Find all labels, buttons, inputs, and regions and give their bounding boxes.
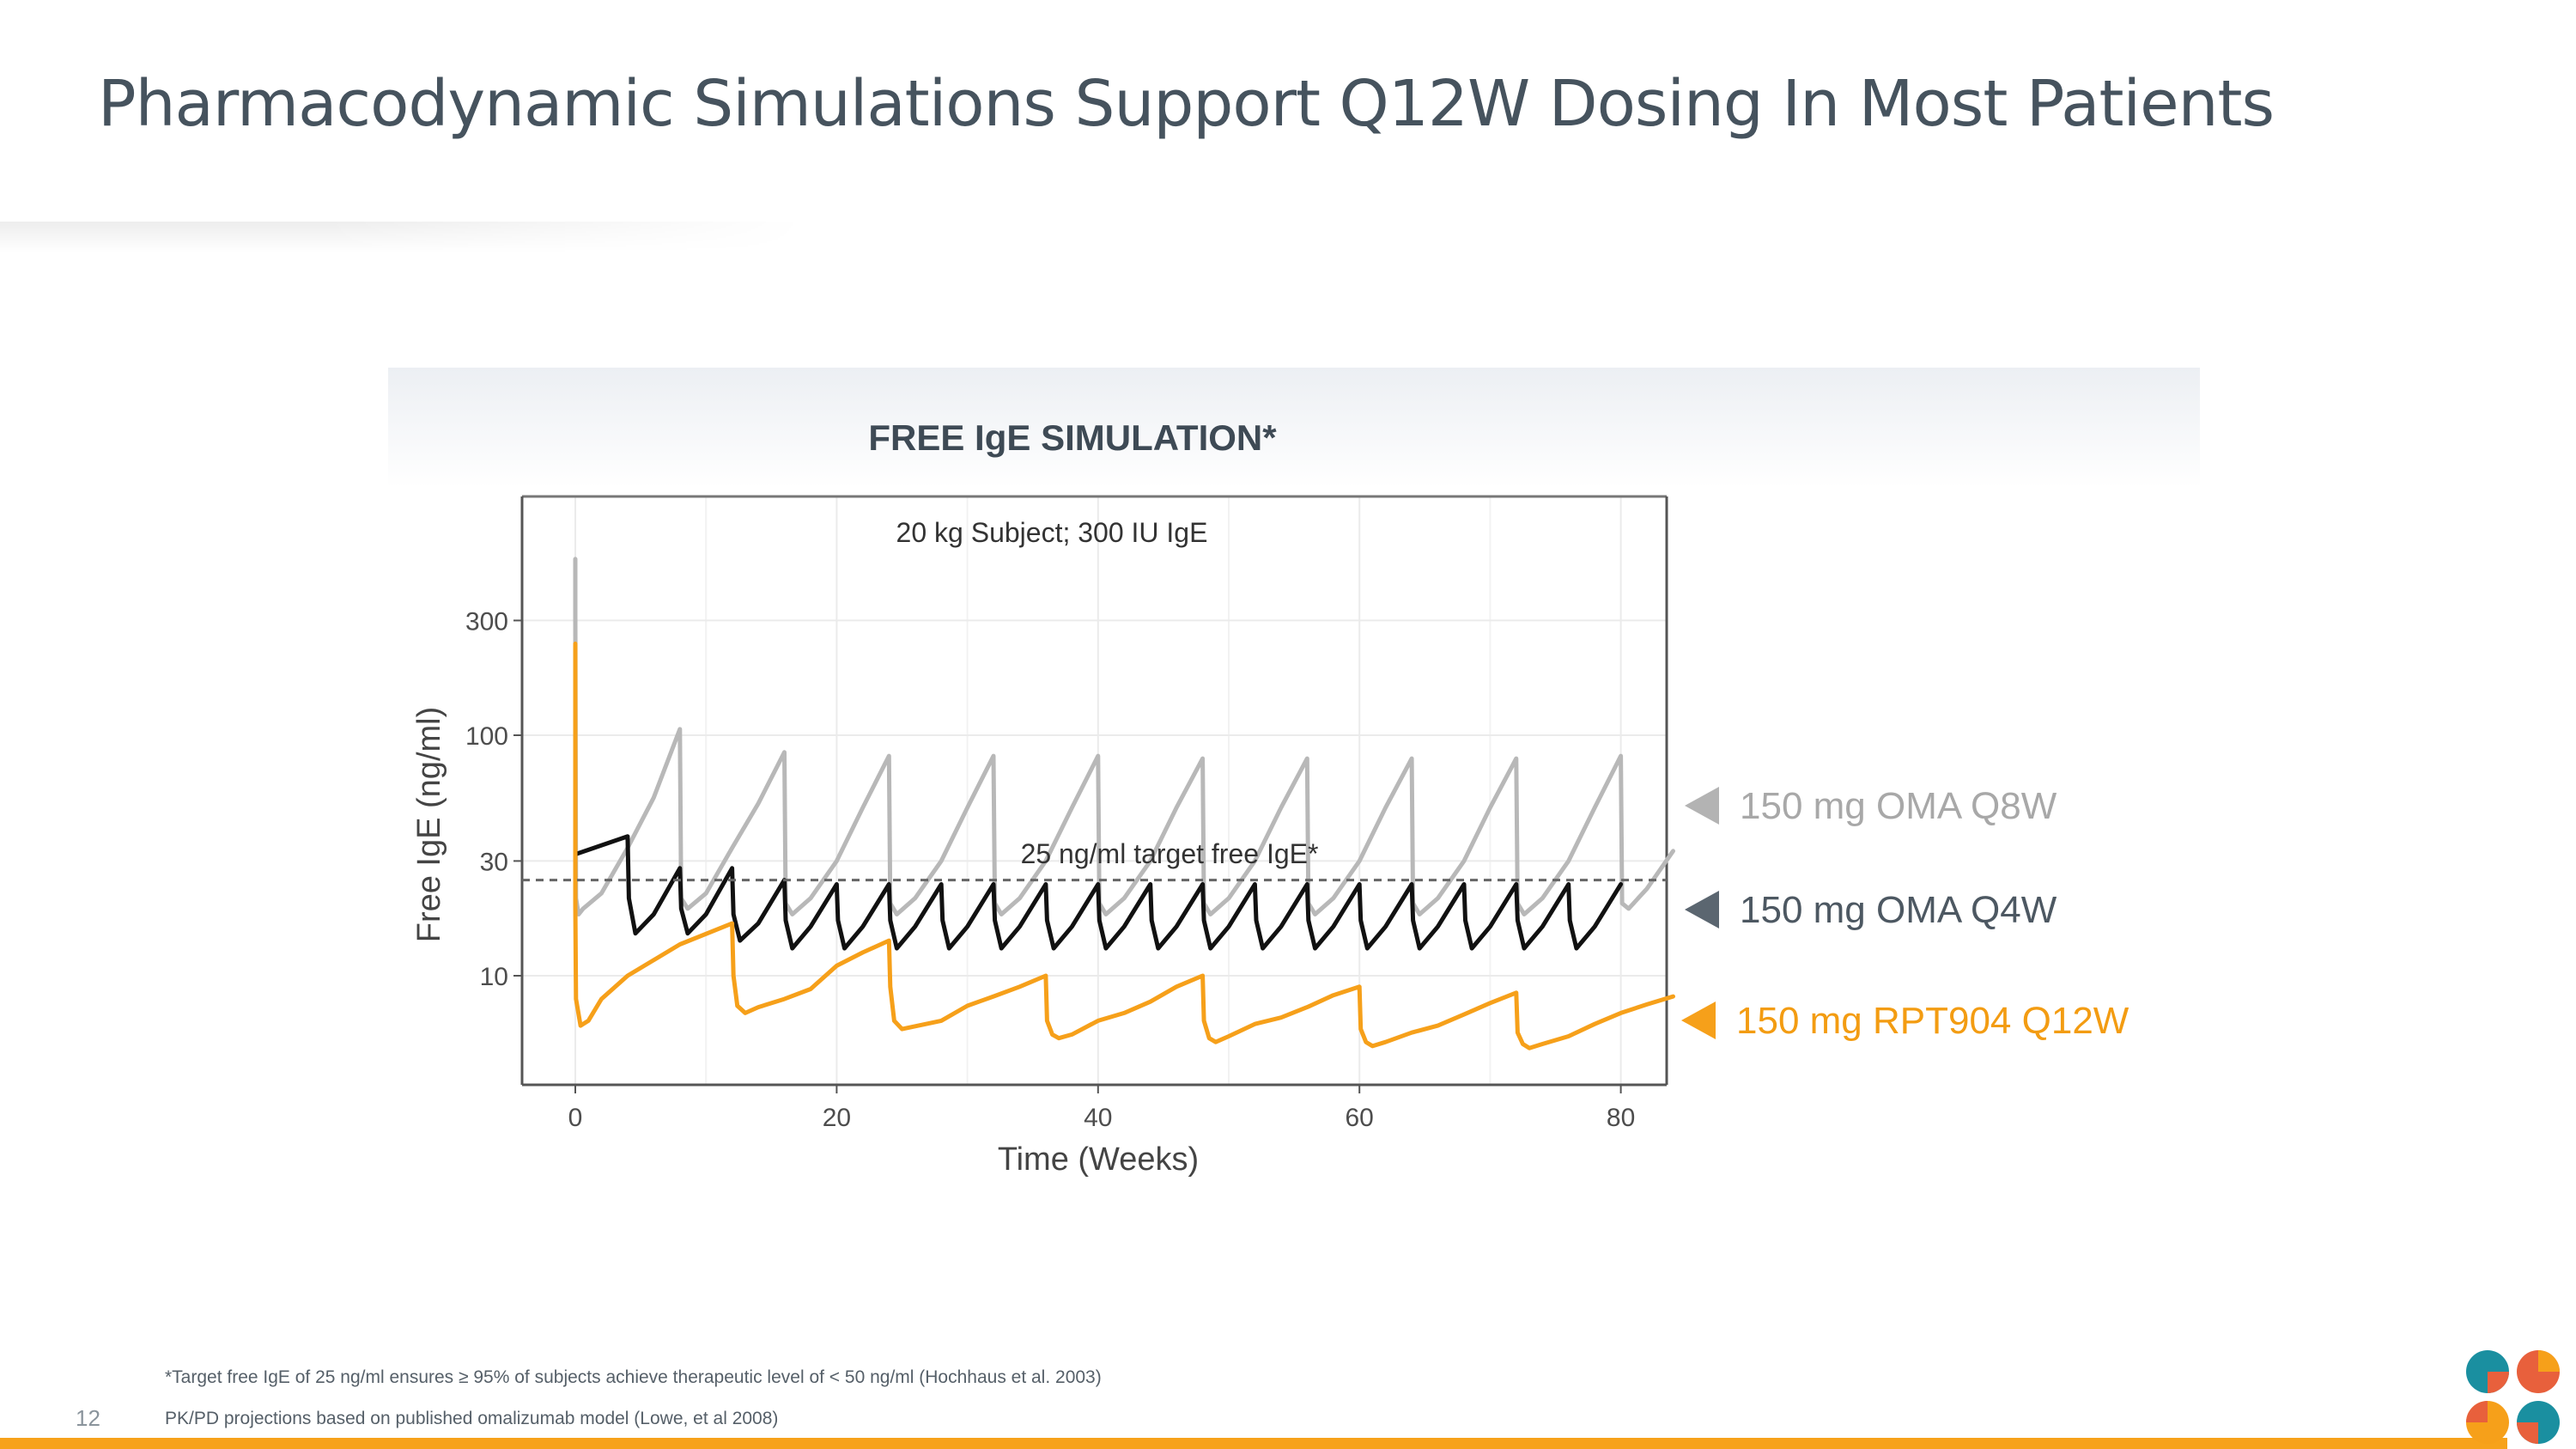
title-divider-shadow (0, 222, 807, 253)
legend-label-q4w: 150 mg OMA Q4W (1740, 889, 2057, 931)
legend-arrow-q4w (1685, 891, 1719, 928)
logo-dot-orange-top-accent (2538, 1350, 2560, 1372)
page-title: Pharmacodynamic Simulations Support Q12W… (98, 67, 2275, 141)
chart-header-band (388, 368, 2200, 488)
plot-background (522, 496, 1667, 1085)
y-tick-label: 10 (480, 963, 508, 991)
footnote-source: PK/PD projections based on published oma… (165, 1409, 779, 1428)
chart-subtitle: 20 kg Subject; 300 IU IgE (896, 517, 1208, 548)
x-tick-label: 60 (1346, 1104, 1374, 1132)
legend-item-q4w: 150 mg OMA Q4W (1685, 889, 2057, 931)
logo-dot-teal-bottom-accent (2517, 1422, 2538, 1444)
logo-dot-teal-top-accent (2488, 1372, 2509, 1393)
company-logo (2466, 1350, 2560, 1444)
x-tick-label: 80 (1607, 1104, 1635, 1132)
target-line-label: 25 ng/ml target free IgE* (1021, 838, 1319, 869)
page-number: 12 (76, 1405, 100, 1431)
x-tick-label: 20 (823, 1104, 851, 1132)
y-tick-label: 30 (480, 848, 508, 876)
x-axis-title: Time (Weeks) (998, 1142, 1199, 1178)
series-line-rpt904-q12w (573, 642, 1675, 1050)
legend-label-rpt904: 150 mg RPT904 Q12W (1736, 1000, 2129, 1042)
x-tick-label: 40 (1084, 1104, 1112, 1132)
legend-arrow-rpt904 (1681, 1002, 1716, 1039)
y-axis-title: Free IgE (ng/ml) (411, 707, 447, 943)
y-tick-label: 100 (465, 722, 508, 751)
y-tick-label: 300 (465, 607, 508, 636)
chart-title: FREE IgE SIMULATION* (868, 417, 1277, 458)
x-tick-label: 0 (568, 1104, 583, 1132)
series-line-oma-q4w (573, 702, 1624, 951)
footnote-target: *Target free IgE of 25 ng/ml ensures ≥ 9… (165, 1367, 1102, 1387)
axis-ticks: 0 20 40 60 80 10 30 100 300 (465, 607, 1635, 1132)
legend-item-q8w: 150 mg OMA Q8W (1685, 785, 2057, 827)
series-lines (573, 557, 1675, 1050)
logo-dot-orange-bottom-accent (2466, 1401, 2488, 1422)
legend-label-q8w: 150 mg OMA Q8W (1740, 785, 2057, 827)
legend-arrow-q8w (1685, 787, 1719, 825)
legend-item-rpt904: 150 mg RPT904 Q12W (1681, 1000, 2129, 1042)
footer-accent-bar (0, 1438, 2507, 1449)
